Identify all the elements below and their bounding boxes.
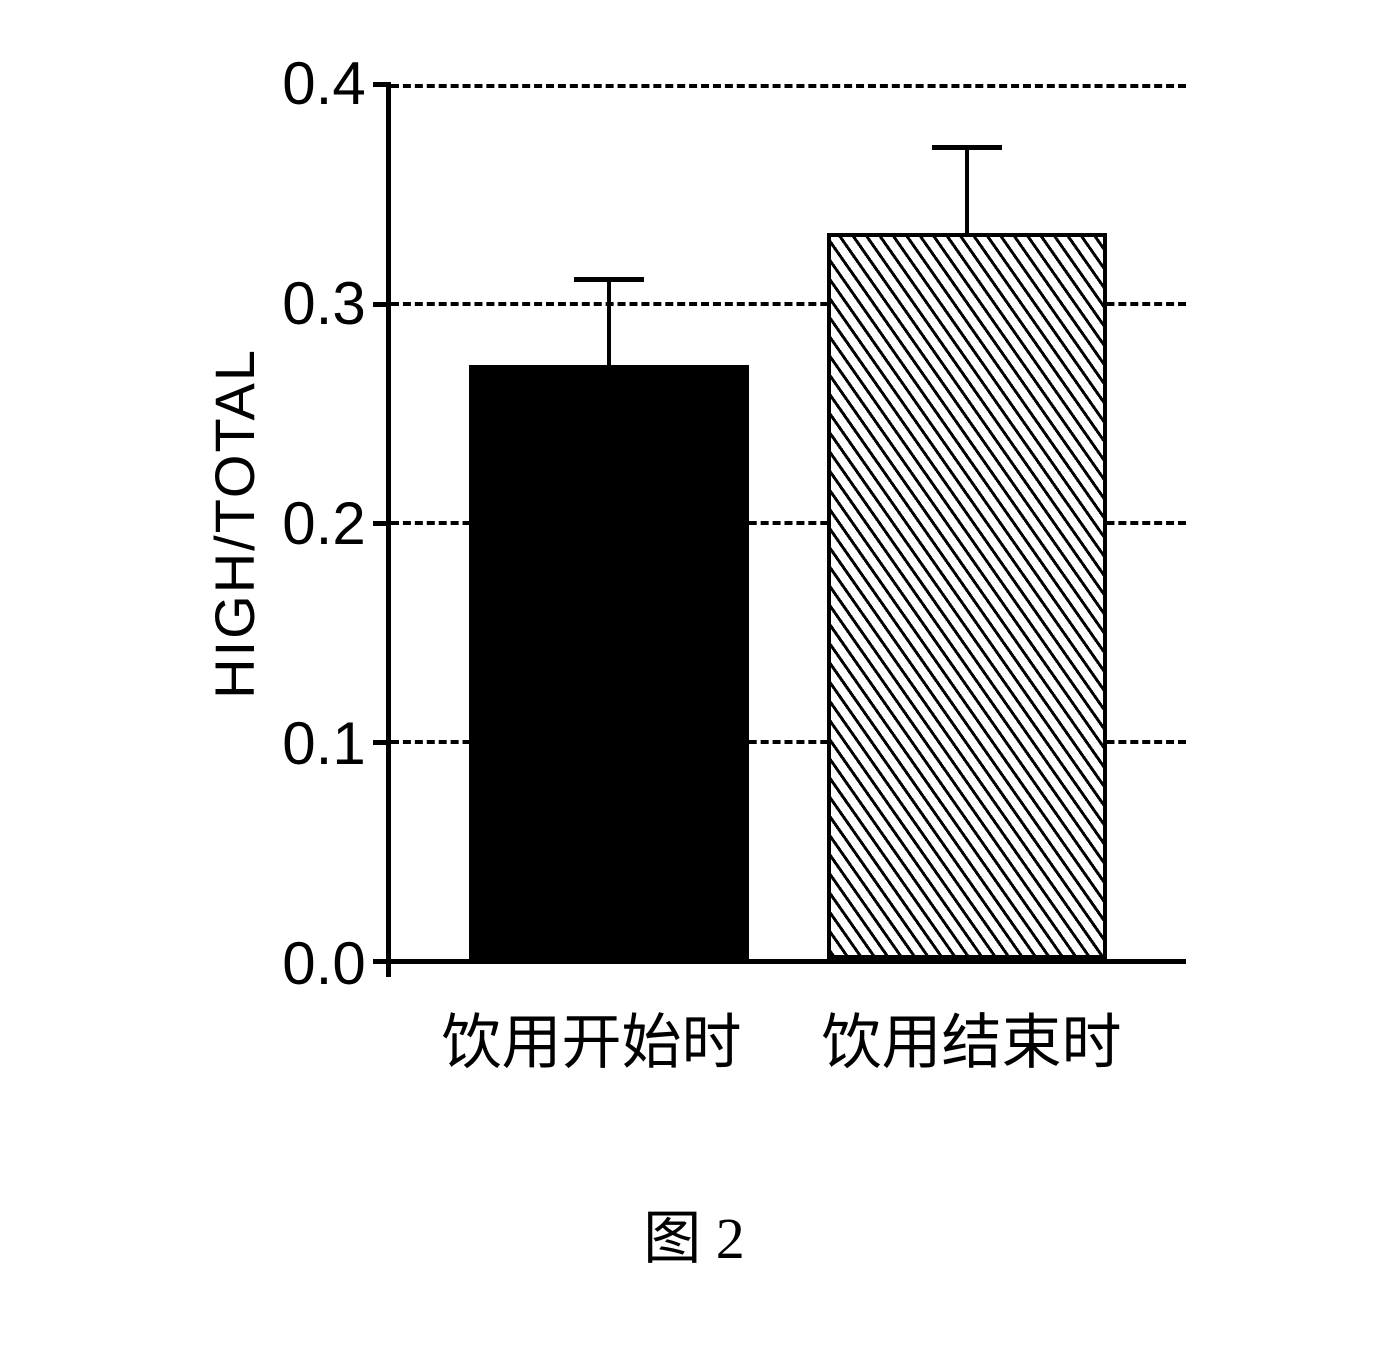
x-labels-container: 饮用开始时 饮用结束时	[381, 964, 1181, 1081]
bar-1	[469, 365, 749, 959]
x-labels: 饮用开始时 饮用结束时	[381, 994, 1181, 1081]
plot-area	[386, 84, 1186, 964]
x-label-2: 饮用结束时	[821, 994, 1121, 1081]
bar-group-1	[469, 277, 749, 959]
x-label-1: 饮用开始时	[441, 994, 741, 1081]
hatch-pattern	[831, 237, 1103, 955]
figure-caption: 图 2	[643, 1191, 745, 1275]
y-tick-mark	[373, 302, 391, 307]
x-tick-mark	[386, 959, 391, 977]
y-tick-mark	[373, 521, 391, 526]
bar-group-2	[827, 145, 1107, 959]
error-bar-2	[965, 145, 969, 233]
y-tick-mark	[373, 740, 391, 745]
error-bar-1	[607, 277, 611, 365]
y-ticks: 0.4 0.3 0.2 0.1 0.0	[282, 84, 365, 964]
y-axis-label: HIGH/TOTAL	[202, 348, 267, 699]
figure-container: HIGH/TOTAL 0.4 0.3 0.2 0.1 0.0	[202, 84, 1185, 1275]
bar-2	[827, 233, 1107, 959]
y-tick-mark	[373, 82, 391, 87]
chart-area: 0.4 0.3 0.2 0.1 0.0	[282, 84, 1185, 964]
gridline	[391, 84, 1186, 88]
chart-wrapper: HIGH/TOTAL 0.4 0.3 0.2 0.1 0.0	[202, 84, 1185, 964]
